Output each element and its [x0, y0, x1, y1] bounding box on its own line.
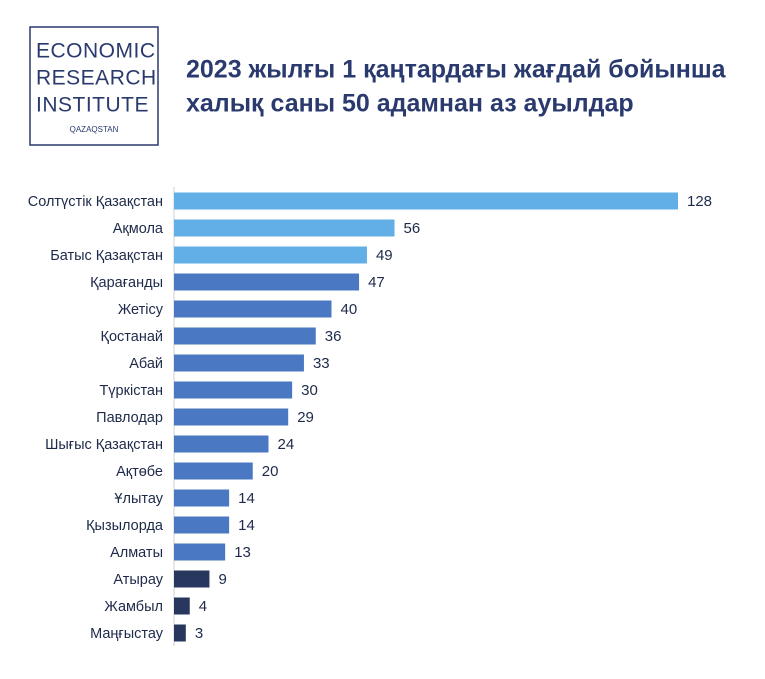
bar	[174, 516, 230, 534]
value-label: 9	[218, 571, 226, 588]
logo-country: QAZAQSTAN	[70, 125, 119, 134]
category-label: Алматы	[110, 545, 163, 561]
category-label: Ақмола	[113, 221, 164, 237]
category-label: Ұлытау	[114, 491, 163, 507]
value-label: 49	[376, 247, 393, 264]
chart-title: халық саны 50 адамнан аз ауылдар	[186, 90, 634, 118]
value-label: 4	[199, 598, 207, 615]
bar	[174, 435, 269, 453]
category-label: Жетісу	[118, 302, 164, 318]
chart-title: 2023 жылғы 1 қаңтардағы жағдай бойынша	[186, 56, 727, 84]
bar	[174, 354, 304, 372]
bar	[174, 300, 332, 318]
category-label: Батыс Қазақстан	[50, 248, 163, 264]
bar	[174, 273, 360, 291]
bar	[174, 219, 395, 237]
logo-line: INSTITUTE	[36, 94, 149, 117]
category-label: Ақтөбе	[116, 464, 163, 480]
value-label: 40	[341, 301, 358, 318]
category-label: Атырау	[113, 572, 163, 588]
value-label: 56	[404, 220, 421, 237]
category-label: Солтүстік Қазақстан	[28, 194, 163, 210]
bar	[174, 246, 367, 264]
logo-line: ECONOMIC	[36, 40, 156, 63]
category-label: Жамбыл	[104, 599, 163, 615]
bar	[174, 489, 230, 507]
bar	[174, 624, 186, 642]
bar	[174, 408, 289, 426]
value-label: 3	[195, 625, 203, 642]
bar	[174, 381, 293, 399]
category-label: Маңғыстау	[90, 626, 164, 642]
value-label: 29	[297, 409, 314, 426]
value-label: 14	[238, 490, 255, 507]
bar	[174, 543, 226, 561]
logo-frame	[29, 26, 159, 146]
category-label: Абай	[129, 356, 163, 372]
value-label: 30	[301, 382, 318, 399]
value-label: 47	[368, 274, 385, 291]
logo-line: RESEARCH	[36, 67, 157, 90]
value-label: 14	[238, 517, 255, 534]
value-label: 20	[262, 463, 279, 480]
value-label: 36	[325, 328, 342, 345]
category-label: Қызылорда	[86, 518, 164, 534]
category-label: Түркістан	[99, 383, 163, 399]
category-label: Павлодар	[96, 410, 163, 426]
bar	[174, 597, 190, 615]
category-label: Қостанай	[101, 329, 163, 345]
category-label: Қарағанды	[90, 275, 163, 291]
value-label: 128	[687, 193, 712, 210]
bar	[174, 570, 210, 588]
bar	[174, 192, 678, 210]
value-label: 33	[313, 355, 330, 372]
bar	[174, 462, 253, 480]
logo: ECONOMIC RESEARCH INSTITUTE QAZAQSTAN	[29, 26, 159, 146]
value-label: 24	[278, 436, 295, 453]
category-label: Шығыс Қазақстан	[45, 437, 163, 453]
bar	[174, 327, 316, 345]
value-label: 13	[234, 544, 251, 561]
